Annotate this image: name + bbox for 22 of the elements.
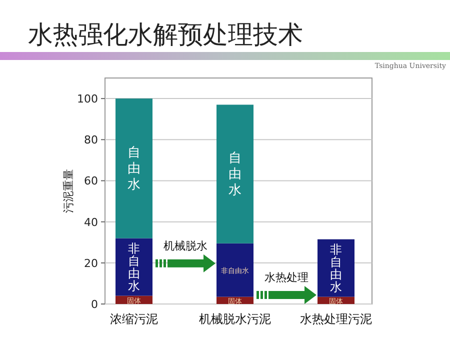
y-tick-label: 20 [84, 256, 98, 270]
bar [216, 243, 254, 297]
y-tick-label: 80 [84, 134, 98, 147]
x-tick-label: 水热处理污泥 [300, 312, 372, 326]
y-tick-label: 40 [84, 216, 98, 229]
x-tick-label: 机械脱水污泥 [199, 312, 271, 326]
y-tick-label: 60 [84, 174, 98, 188]
bar [318, 239, 354, 297]
chart-title: 水热强化水解预处理技术 [28, 20, 303, 49]
y-tick-label: 0 [91, 298, 98, 311]
text: 非自由水 [330, 242, 342, 294]
text: 自由水 [228, 151, 242, 198]
annotation: 水热处理 [264, 270, 308, 284]
series-label: 自由水 [128, 145, 140, 192]
bar [116, 98, 152, 238]
bar [216, 104, 254, 244]
x-tick-label: 浓缩污泥 [110, 312, 158, 326]
annotation: 机械脱水 [164, 239, 208, 252]
series-label: 非自由水 [128, 241, 140, 293]
y-tick-label: 100 [77, 92, 98, 106]
y-axis-title: 污泥重量 [62, 169, 75, 213]
bar [116, 238, 152, 296]
